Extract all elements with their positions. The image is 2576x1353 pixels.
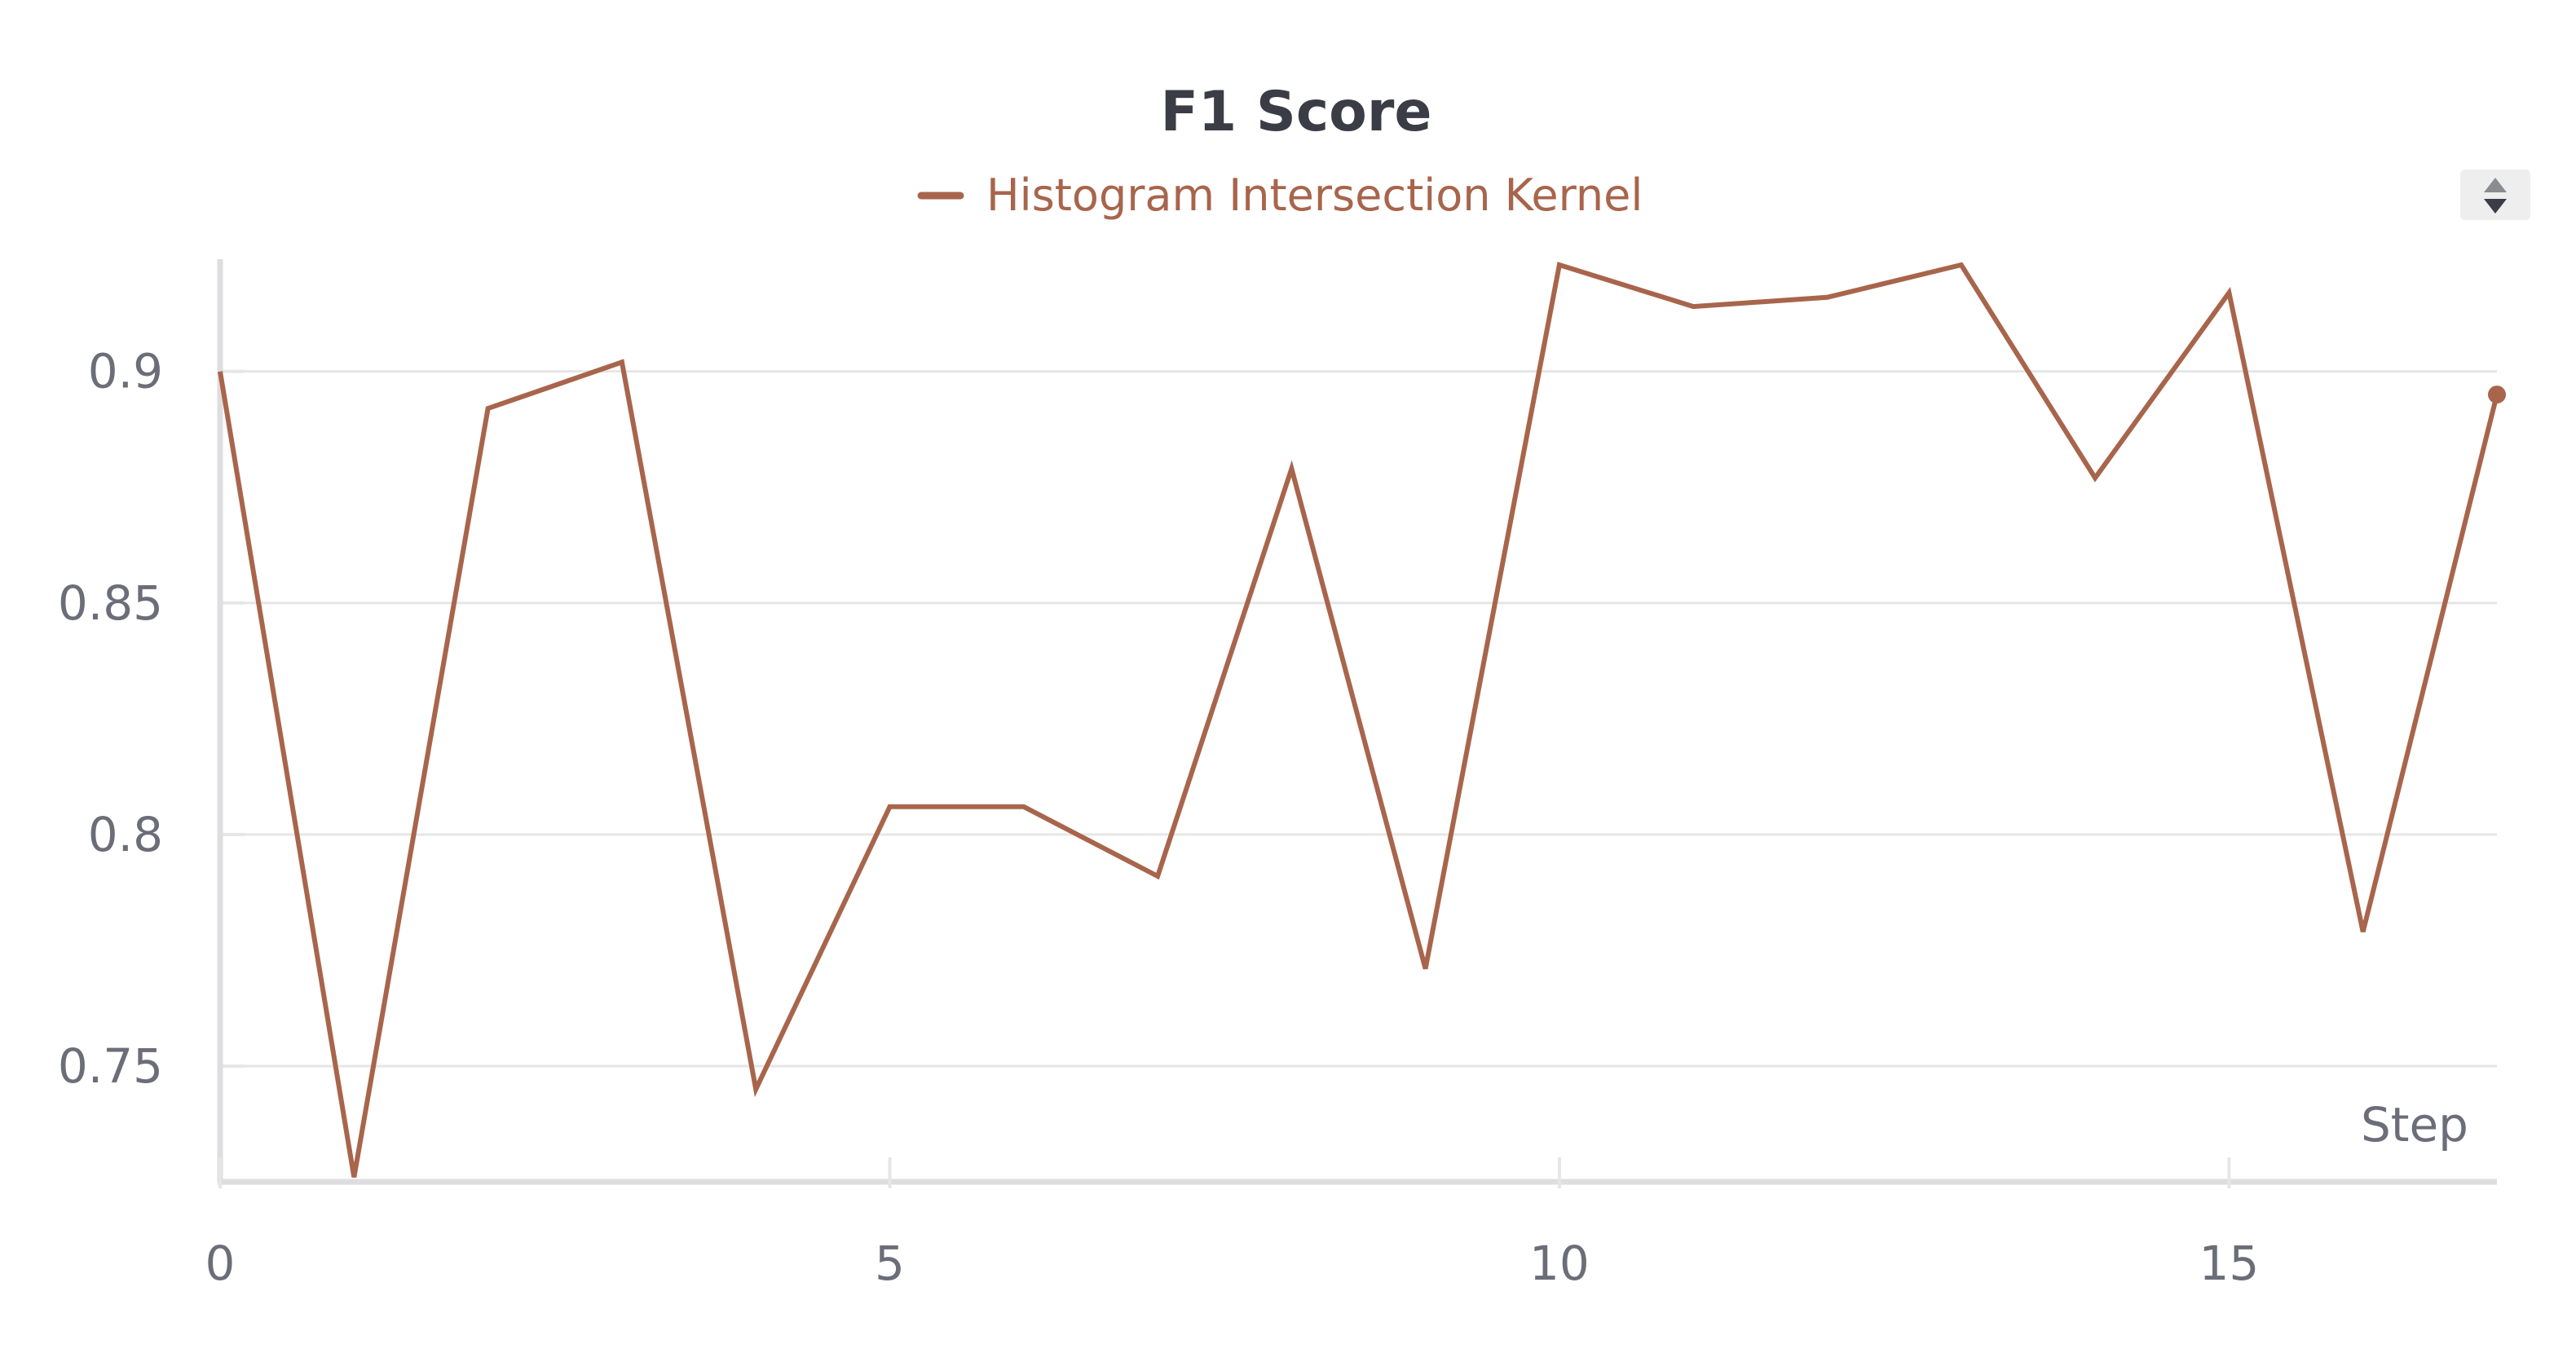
x-tick-label: 10 [1529, 1236, 1590, 1291]
scroll-up-icon[interactable] [2484, 178, 2507, 192]
x-tick-label: 5 [875, 1236, 905, 1291]
axes [217, 259, 2497, 1188]
x-axis-label: Step [2361, 1097, 2468, 1152]
legend[interactable]: Histogram Intersection Kernel [917, 170, 1643, 221]
legend-scroll-background [2460, 170, 2530, 220]
legend-scroll-control[interactable] [2460, 170, 2530, 220]
x-tick-label: 0 [205, 1236, 236, 1291]
x-tick-label: 15 [2199, 1236, 2260, 1291]
y-tick-label: 0.85 [58, 575, 163, 631]
last-data-point [2488, 386, 2506, 404]
y-tick-label: 0.9 [88, 344, 163, 399]
chart-title: F1 Score [1160, 80, 1431, 144]
scroll-down-icon[interactable] [2484, 199, 2507, 214]
legend-label: Histogram Intersection Kernel [986, 170, 1643, 221]
y-tick-label: 0.75 [58, 1038, 163, 1094]
tick-labels: 0.75 0.8 0.85 0.9 0 5 10 15 [58, 344, 2259, 1291]
y-tick-label: 0.8 [88, 807, 163, 862]
series-line [218, 262, 2499, 1178]
series-layer [218, 262, 2506, 1178]
